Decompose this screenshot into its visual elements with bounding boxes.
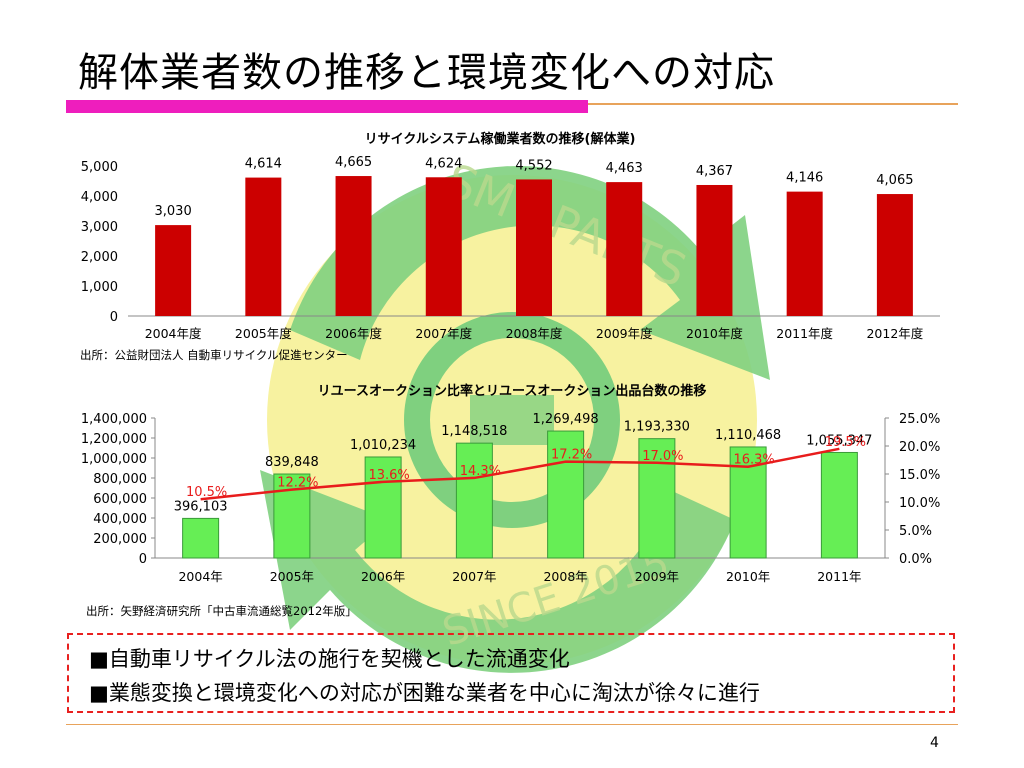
title-rule-pink	[66, 100, 588, 113]
chart2-x-tick: 2007年	[452, 569, 496, 584]
chart2-bar	[547, 430, 585, 559]
chart1-data-label: 4,463	[606, 161, 643, 176]
chart2-x-tick: 2010年	[726, 569, 770, 584]
title-rule-orange	[588, 103, 958, 105]
chart1-data-label: 4,065	[876, 173, 913, 188]
chart1-x-tick: 2009年度	[596, 326, 653, 341]
chart2-ratio-label: 19.5%	[825, 435, 866, 450]
chart2-right-tick: 25.0%	[899, 412, 940, 427]
chart2-ratio-line	[200, 447, 840, 501]
chart1-x-tick: 2004年度	[145, 326, 202, 341]
chart2-x-tick: 2004年	[178, 569, 222, 584]
chart2-x-tick: 2009年	[635, 569, 679, 584]
chart1-x-tick: 2008年度	[506, 326, 563, 341]
chart2-right-tick: 20.0%	[899, 440, 940, 455]
chart2-bar	[182, 517, 220, 559]
slide-title: 解体業者数の推移と環境変化への対応	[78, 50, 775, 96]
chart2-bar	[820, 451, 858, 559]
chart2-right-tick: 10.0%	[899, 496, 940, 511]
chart1-data-label: 4,367	[696, 164, 733, 179]
chart1-bar	[696, 184, 733, 316]
chart1-data-label: 4,614	[245, 157, 282, 172]
chart1-y-tick: 0	[110, 310, 118, 325]
chart1-data-label: 4,552	[515, 158, 552, 173]
chart1-title: リサイクルシステム稼働業者数の推移(解体業)	[365, 131, 636, 147]
chart2-x-tick: 2006年	[361, 569, 405, 584]
chart2-left-tick: 600,000	[93, 492, 147, 507]
chart2-x-tick: 2008年	[543, 569, 587, 584]
chart1-data-label: 4,624	[425, 156, 462, 171]
chart1-bar	[786, 191, 823, 316]
bottom-rule	[66, 724, 958, 725]
chart1-bar	[876, 194, 913, 316]
chart2-ratio-label: 10.5%	[186, 485, 227, 500]
summary-line-2: ■業態変換と環境変化への対応が困難な業者を中心に淘汰が徐々に進行	[89, 681, 760, 705]
chart2-left-tick: 0	[139, 552, 147, 567]
chart2-source: 出所：矢野経済研究所「中古車流通総覧2012年版」	[86, 604, 357, 618]
chart2-bar-label: 1,010,234	[350, 438, 416, 453]
chart2-right-tick: 5.0%	[899, 524, 932, 539]
summary-box: ■自動車リサイクル法の施行を契機とした流通変化 ■業態変換と環境変化への対応が困…	[67, 633, 955, 713]
chart1-x-tick: 2012年度	[866, 326, 923, 341]
chart1-bar	[425, 177, 462, 316]
chart1-data-label: 3,030	[155, 204, 192, 219]
chart2-left-tick: 200,000	[93, 532, 147, 547]
chart1-y-tick: 4,000	[81, 190, 118, 205]
chart1-data-label: 4,146	[786, 171, 823, 186]
chart1-bar	[516, 179, 552, 316]
chart2-bar	[455, 442, 493, 559]
chart2-left-tick: 1,000,000	[81, 452, 147, 467]
chart2-bar	[638, 438, 676, 559]
chart1-bar	[245, 177, 282, 316]
chart2-bar-label: 1,055,347	[806, 433, 872, 448]
watermark-arrow-top	[290, 166, 770, 380]
chart2-ratio-label: 17.2%	[551, 448, 592, 463]
chart2-x-tick: 2005年	[270, 569, 314, 584]
watermark-center	[470, 395, 554, 445]
chart1-x-tick: 2011年度	[776, 326, 833, 341]
chart1-y-tick: 3,000	[81, 220, 118, 235]
chart2-right-tick: 0.0%	[899, 552, 932, 567]
chart1-bar	[335, 176, 372, 316]
chart2-left-tick: 800,000	[93, 472, 147, 487]
chart2-ratio-label: 16.3%	[733, 453, 774, 468]
chart1-source: 出所：公益財団法人 自動車リサイクル促進センター	[80, 348, 348, 362]
watermark-ring	[404, 312, 620, 528]
chart2-right-tick: 15.0%	[899, 468, 940, 483]
summary-line-1: ■自動車リサイクル法の施行を契機とした流通変化	[89, 647, 570, 671]
chart2-bar-label: 1,148,518	[441, 424, 507, 439]
chart2-bar-label: 1,110,468	[715, 428, 781, 443]
chart1-x-tick: 2006年度	[325, 326, 382, 341]
chart2-left-tick: 1,400,000	[81, 412, 147, 427]
chart2-bar-label: 1,193,330	[624, 420, 690, 435]
chart2-bar-label: 1,269,498	[533, 412, 599, 427]
chart1-y-tick: 5,000	[81, 160, 118, 175]
chart1-bar	[155, 225, 192, 316]
chart1-y-tick: 2,000	[81, 250, 118, 265]
chart1-y-tick: 1,000	[81, 280, 118, 295]
chart1-x-tick: 2007年度	[415, 326, 472, 341]
chart1-bar	[606, 182, 643, 316]
chart2-x-tick: 2011年	[817, 569, 861, 584]
chart1-data-label: 4,665	[335, 155, 372, 170]
chart1-x-tick: 2010年度	[686, 326, 743, 341]
chart2-bar-label: 839,848	[265, 455, 319, 470]
chart2-ratio-label: 12.2%	[277, 476, 318, 491]
chart1-x-tick: 2005年度	[235, 326, 292, 341]
chart2-bar	[364, 456, 402, 559]
chart2-ratio-label: 13.6%	[368, 468, 409, 483]
chart2-left-tick: 1,200,000	[81, 432, 147, 447]
chart2-title: リユースオークション比率とリユースオークション出品台数の推移	[318, 383, 707, 399]
chart2-ratio-label: 14.3%	[460, 464, 501, 479]
chart2-ratio-label: 17.0%	[642, 449, 683, 464]
chart2-bar-label: 396,103	[174, 499, 228, 514]
page-number: 4	[930, 735, 939, 751]
chart2-left-tick: 400,000	[93, 512, 147, 527]
